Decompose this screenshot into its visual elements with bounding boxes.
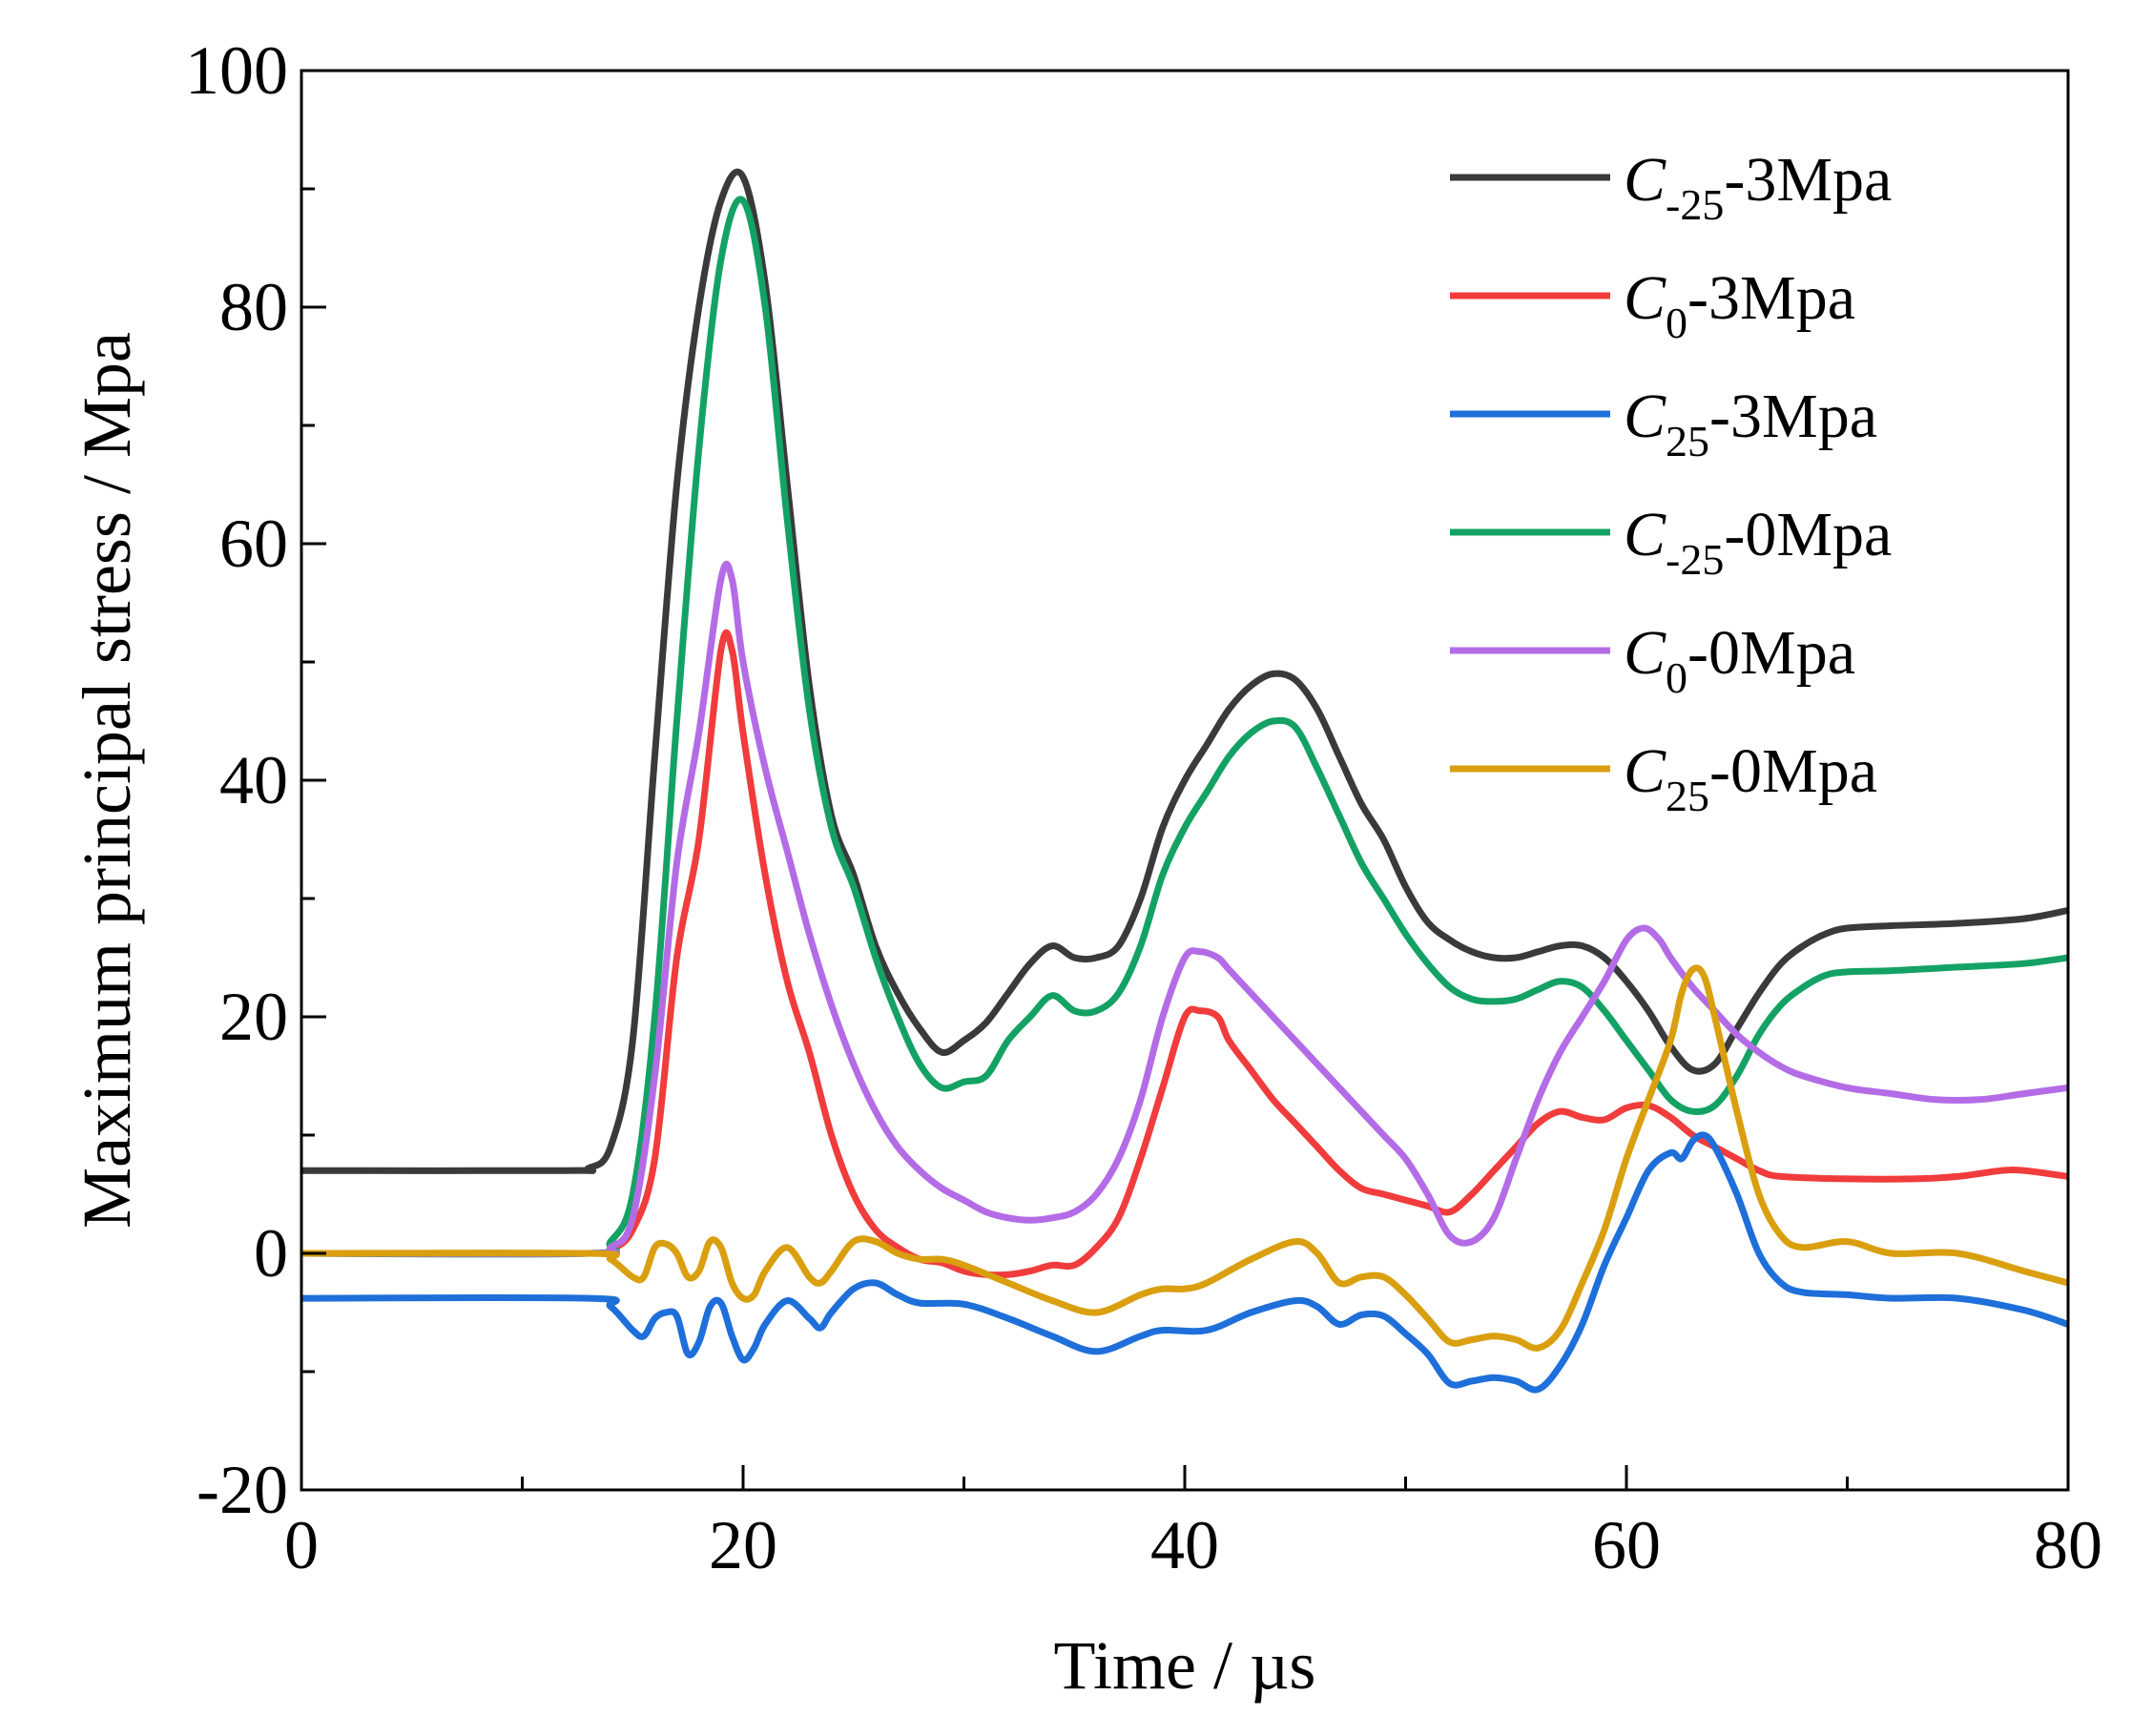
plot-lines xyxy=(301,168,2068,1394)
x-axis-label: Time / µs xyxy=(1054,1627,1316,1704)
y-tick-label: 40 xyxy=(219,742,288,818)
y-tick-label: -20 xyxy=(197,1452,288,1528)
legend-entry-label: C25-3Mpa xyxy=(1624,382,1877,465)
legend-entry-label: C0-3Mpa xyxy=(1624,263,1855,347)
series-line-4 xyxy=(301,196,2068,1258)
legend: C-25-3Mpa C0-3Mpa C25-3Mpa C-25-0Mpa C0-0Mpa… xyxy=(1450,145,1892,820)
y-tick-label: 0 xyxy=(254,1215,288,1292)
x-tick-label: 60 xyxy=(1592,1507,1661,1583)
y-axis-ticks: -20 0 20 40 60 80 100 xyxy=(185,32,326,1528)
x-tick-label: 20 xyxy=(709,1507,777,1583)
y-tick-label: 80 xyxy=(219,269,288,345)
x-tick-label: 0 xyxy=(284,1507,319,1583)
x-tick-label: 80 xyxy=(2034,1507,2102,1583)
legend-entry-label: C0-0Mpa xyxy=(1624,618,1855,702)
legend-entry-label: C-25-0Mpa xyxy=(1624,500,1892,584)
series-line-3 xyxy=(301,1131,2068,1394)
y-tick-label: 20 xyxy=(219,979,288,1055)
legend-entry-label: C-25-3Mpa xyxy=(1624,145,1892,229)
series-line-6 xyxy=(301,964,2068,1352)
y-tick-label: 100 xyxy=(185,32,288,109)
x-axis-ticks: 0 20 40 60 80 xyxy=(284,1465,2102,1583)
series-line-1 xyxy=(301,168,2068,1174)
legend-entry-label: C25-0Mpa xyxy=(1624,736,1877,820)
series-line-5 xyxy=(301,561,2068,1257)
y-tick-label: 60 xyxy=(219,506,288,582)
series-line-2 xyxy=(301,629,2068,1279)
x-tick-label: 40 xyxy=(1150,1507,1219,1583)
y-axis-label: Maximum principal stress / Mpa xyxy=(69,332,145,1229)
